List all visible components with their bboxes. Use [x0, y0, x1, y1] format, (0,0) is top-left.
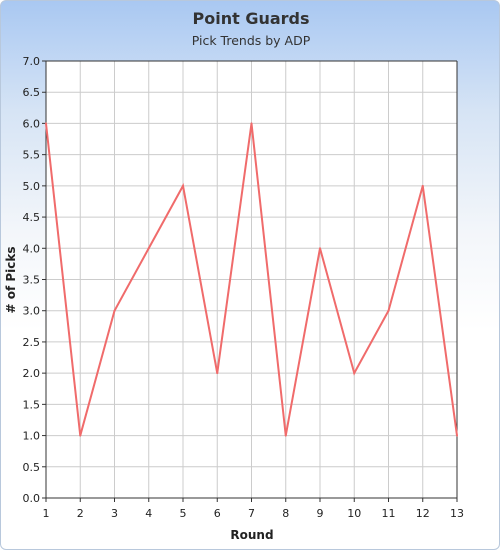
- data-point: [387, 309, 390, 312]
- x-tick-label: 7: [248, 507, 255, 520]
- y-tick-label: 6.0: [23, 117, 41, 130]
- x-tick-label: 5: [180, 507, 187, 520]
- x-tick-label: 10: [347, 507, 361, 520]
- x-tick-label: 11: [382, 507, 396, 520]
- x-tick-label: 9: [317, 507, 324, 520]
- y-tick-label: 5.5: [23, 149, 41, 162]
- y-tick-label: 7.0: [23, 55, 41, 68]
- data-point: [79, 434, 82, 437]
- x-tick-label: 13: [450, 507, 464, 520]
- y-tick-label: 3.5: [23, 274, 41, 287]
- y-tick-label: 2.5: [23, 336, 41, 349]
- y-tick-label: 6.5: [23, 86, 41, 99]
- y-tick-label: 0.5: [23, 461, 41, 474]
- data-point: [182, 184, 184, 187]
- y-tick-label: 1.0: [23, 430, 41, 443]
- y-tick-label: 2.0: [23, 367, 41, 380]
- chart-subtitle: Pick Trends by ADP: [192, 33, 311, 48]
- grid-layer: [45, 60, 458, 499]
- x-tick-label: 1: [43, 507, 50, 520]
- data-point: [113, 309, 116, 312]
- data-point: [284, 434, 287, 437]
- x-tick-label: 6: [214, 507, 221, 520]
- x-tick-label: 3: [111, 507, 118, 520]
- x-axis-label: Round: [230, 528, 273, 542]
- y-tick-label: 5.0: [23, 180, 41, 193]
- y-tick-label: 3.0: [23, 305, 41, 318]
- data-point: [353, 372, 356, 375]
- chart-title: Point Guards: [193, 9, 310, 28]
- data-point: [216, 372, 219, 375]
- data-point: [45, 122, 47, 125]
- series-layer: [45, 122, 458, 437]
- data-point: [456, 434, 458, 437]
- y-tick-label: 4.0: [23, 242, 41, 255]
- data-point: [147, 247, 150, 250]
- x-tick-label: 2: [77, 507, 84, 520]
- y-tick-label: 0.0: [23, 492, 41, 505]
- y-tick-label: 4.5: [23, 211, 41, 224]
- x-tick-label: 4: [145, 507, 152, 520]
- y-axis-label: # of Picks: [4, 246, 18, 313]
- data-point: [319, 247, 321, 250]
- y-tick-labels: 0.0 0.5 1.0 1.5 2.0 2.5 3.0 3.5 4.0 4.5 5.0 5.5 6.0 6…: [23, 55, 41, 505]
- x-tick-labels: 1 2 3 4 5 6 7 8 9 10 11 12 13: [43, 507, 465, 520]
- x-tick-label: 8: [282, 507, 289, 520]
- data-point: [421, 184, 424, 187]
- data-point: [250, 122, 253, 125]
- y-tick-label: 1.5: [23, 398, 41, 411]
- axis-layer: [42, 60, 458, 502]
- x-tick-label: 12: [416, 507, 430, 520]
